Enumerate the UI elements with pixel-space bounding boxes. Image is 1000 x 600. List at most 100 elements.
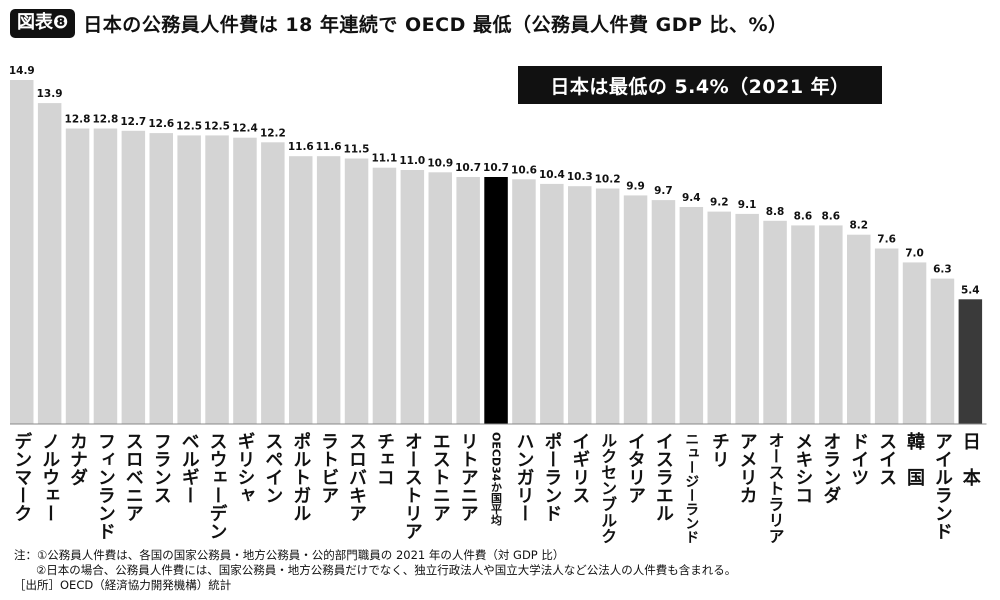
value-label-イギリス: 10.3 [567, 171, 593, 183]
value-label-ラトビア: 11.6 [316, 141, 342, 153]
value-label-日本: 5.4 [961, 284, 980, 296]
bar-イスラエル [651, 200, 676, 424]
bar-オランダ [819, 225, 843, 424]
category-label-オーストラリア: オーストラリア [766, 432, 785, 544]
bar-スウェーデン [205, 135, 229, 424]
value-label-スロバキア: 11.5 [344, 144, 370, 156]
category-label-ニュージーランド: ニュージーランド [683, 432, 699, 544]
value-labels-group: 14.913.912.8 12.8 12.7 12.6 12.5 12.5 12.4 12.2… [9, 65, 980, 296]
bar-ドイツ [847, 234, 871, 424]
bar-韓国 [902, 262, 927, 424]
source-note: ［出所］OECD（経済協力開発機構）統計 [14, 578, 232, 592]
value-label-ドイツ: 8.2 [849, 220, 868, 232]
value-label-ノルウェー: 13.9 [37, 88, 63, 100]
figure-badge: 図表❽ [10, 8, 76, 38]
category-label-オーストリア: オーストリア [402, 432, 423, 540]
category-label-イギリス: イギリス [569, 432, 590, 504]
bar-日本 [958, 299, 983, 424]
category-label-リトアニア: リトアニア [458, 432, 479, 522]
category-label-ラトビア: ラトビア [318, 432, 339, 504]
value-label-ルクセンブルク: 10.2 [595, 174, 621, 186]
bar-ニュージーランド [679, 207, 704, 424]
value-label-フィンランド: 12.8 [92, 114, 118, 126]
bar-デンマーク [10, 80, 34, 424]
bar-スイス [874, 248, 899, 424]
category-label-ポーランド: ポーランド [541, 431, 562, 522]
bars-group [10, 80, 983, 425]
bar-スペイン [261, 142, 285, 425]
category-label-ドイツ: ドイツ [848, 432, 869, 486]
bar-チリ [707, 211, 731, 424]
value-label-オーストラリア: 8.8 [766, 206, 785, 218]
value-label-韓国: 7.0 [905, 247, 924, 259]
value-label-ギリシャ: 12.4 [232, 123, 258, 135]
bar-チェコ [372, 167, 397, 424]
category-label-ルクセンブルク: ルクセンブルク [598, 432, 617, 544]
bar-ラトビア [316, 156, 341, 424]
value-label-スロベニア: 12.7 [120, 116, 146, 128]
category-label-アイルランド: アイルランド [932, 432, 953, 540]
category-label-韓国: 韓 国 [904, 431, 925, 487]
category-label-アメリカ: アメリカ [737, 432, 758, 504]
category-label-イスラエル: イスラエル [653, 432, 674, 522]
value-label-アイルランド: 6.3 [933, 264, 952, 276]
bar-OECD34か国平均 [484, 177, 508, 424]
value-label-デンマーク: 14.9 [9, 65, 35, 77]
category-label-カナダ: カナダ [67, 432, 88, 486]
bar-カナダ [65, 128, 90, 424]
bar-フランス [149, 133, 173, 424]
japan-annotation-box: 日本は最低の 5.4%（2021 年） [518, 66, 882, 104]
value-label-ポルトガル: 11.6 [288, 141, 314, 153]
value-label-スペイン: 12.2 [260, 127, 286, 139]
value-label-リトアニア: 10.7 [455, 162, 481, 174]
bar-オーストリア [400, 170, 425, 424]
note-2: ②日本の場合、公務員人件費には、国家公務員・地方公務員だけでなく、独立行政法人や… [36, 563, 737, 577]
bar-オーストラリア [763, 220, 787, 424]
bar-エストニア [428, 172, 452, 424]
footnotes: 注：①公務員人件費は、各国の国家公務員・地方公務員・公的部門職員の 2021 年… [14, 548, 736, 593]
bar-ベルギー [177, 135, 201, 424]
value-label-OECD34か国平均: 10.7 [483, 162, 509, 174]
bar-アメリカ [735, 213, 759, 424]
value-label-ポーランド: 10.4 [539, 169, 565, 181]
category-label-チリ: チリ [709, 432, 730, 468]
bar-ポーランド [540, 183, 564, 424]
value-label-メキシコ: 8.6 [794, 210, 813, 222]
category-label-スイス: スイス [876, 432, 897, 486]
value-label-チェコ: 11.1 [371, 153, 397, 165]
bar-リトアニア [456, 177, 480, 424]
value-label-イタリア: 9.9 [626, 180, 645, 192]
category-label-ノルウェー: ノルウェー [39, 432, 60, 522]
bar-フィンランド [93, 128, 118, 424]
value-label-アメリカ: 9.1 [738, 199, 757, 211]
value-label-ベルギー: 12.5 [176, 120, 202, 132]
category-label-スロバキア: スロバキア [346, 432, 367, 522]
category-label-ハンガリー: ハンガリー [514, 432, 535, 522]
value-label-スイス: 7.6 [877, 234, 896, 246]
value-label-オランダ: 8.6 [821, 210, 840, 222]
category-label-ポルトガル: ポルトガル [290, 431, 311, 522]
category-label-イタリア: イタリア [625, 432, 646, 504]
category-label-スロベニア: スロベニア [123, 432, 144, 522]
category-label-メキシコ: メキシコ [792, 432, 813, 504]
note-1: 注：①公務員人件費は、各国の国家公務員・地方公務員・公的部門職員の 2021 年… [14, 548, 565, 562]
category-labels-group: デンマーク ノルウェー カナダ フィンランド スロベニア フランス ベルギー スウェーデン ギリ… [11, 431, 980, 544]
category-label-OECD34か国平均: OECD34か国平均 [490, 432, 503, 526]
bar-ギリシャ [233, 137, 257, 424]
value-label-チリ: 9.2 [710, 197, 729, 209]
bar-メキシコ [791, 225, 815, 424]
category-label-ベルギー: ベルギー [179, 432, 200, 504]
value-label-エストニア: 10.9 [427, 157, 453, 169]
bar-イギリス [568, 186, 592, 424]
category-label-チェコ: チェコ [374, 432, 395, 486]
value-label-ニュージーランド: 9.4 [682, 192, 701, 204]
bar-イタリア [623, 195, 648, 424]
category-label-デンマーク: デンマーク [11, 431, 32, 522]
bar-スロバキア [344, 158, 369, 424]
value-label-イスラエル: 9.7 [654, 185, 673, 197]
value-label-オーストリア: 11.0 [399, 155, 425, 167]
category-label-ギリシャ: ギリシャ [234, 432, 255, 504]
category-label-フィンランド: フィンランド [95, 432, 116, 540]
value-label-ハンガリー: 10.6 [511, 164, 537, 176]
